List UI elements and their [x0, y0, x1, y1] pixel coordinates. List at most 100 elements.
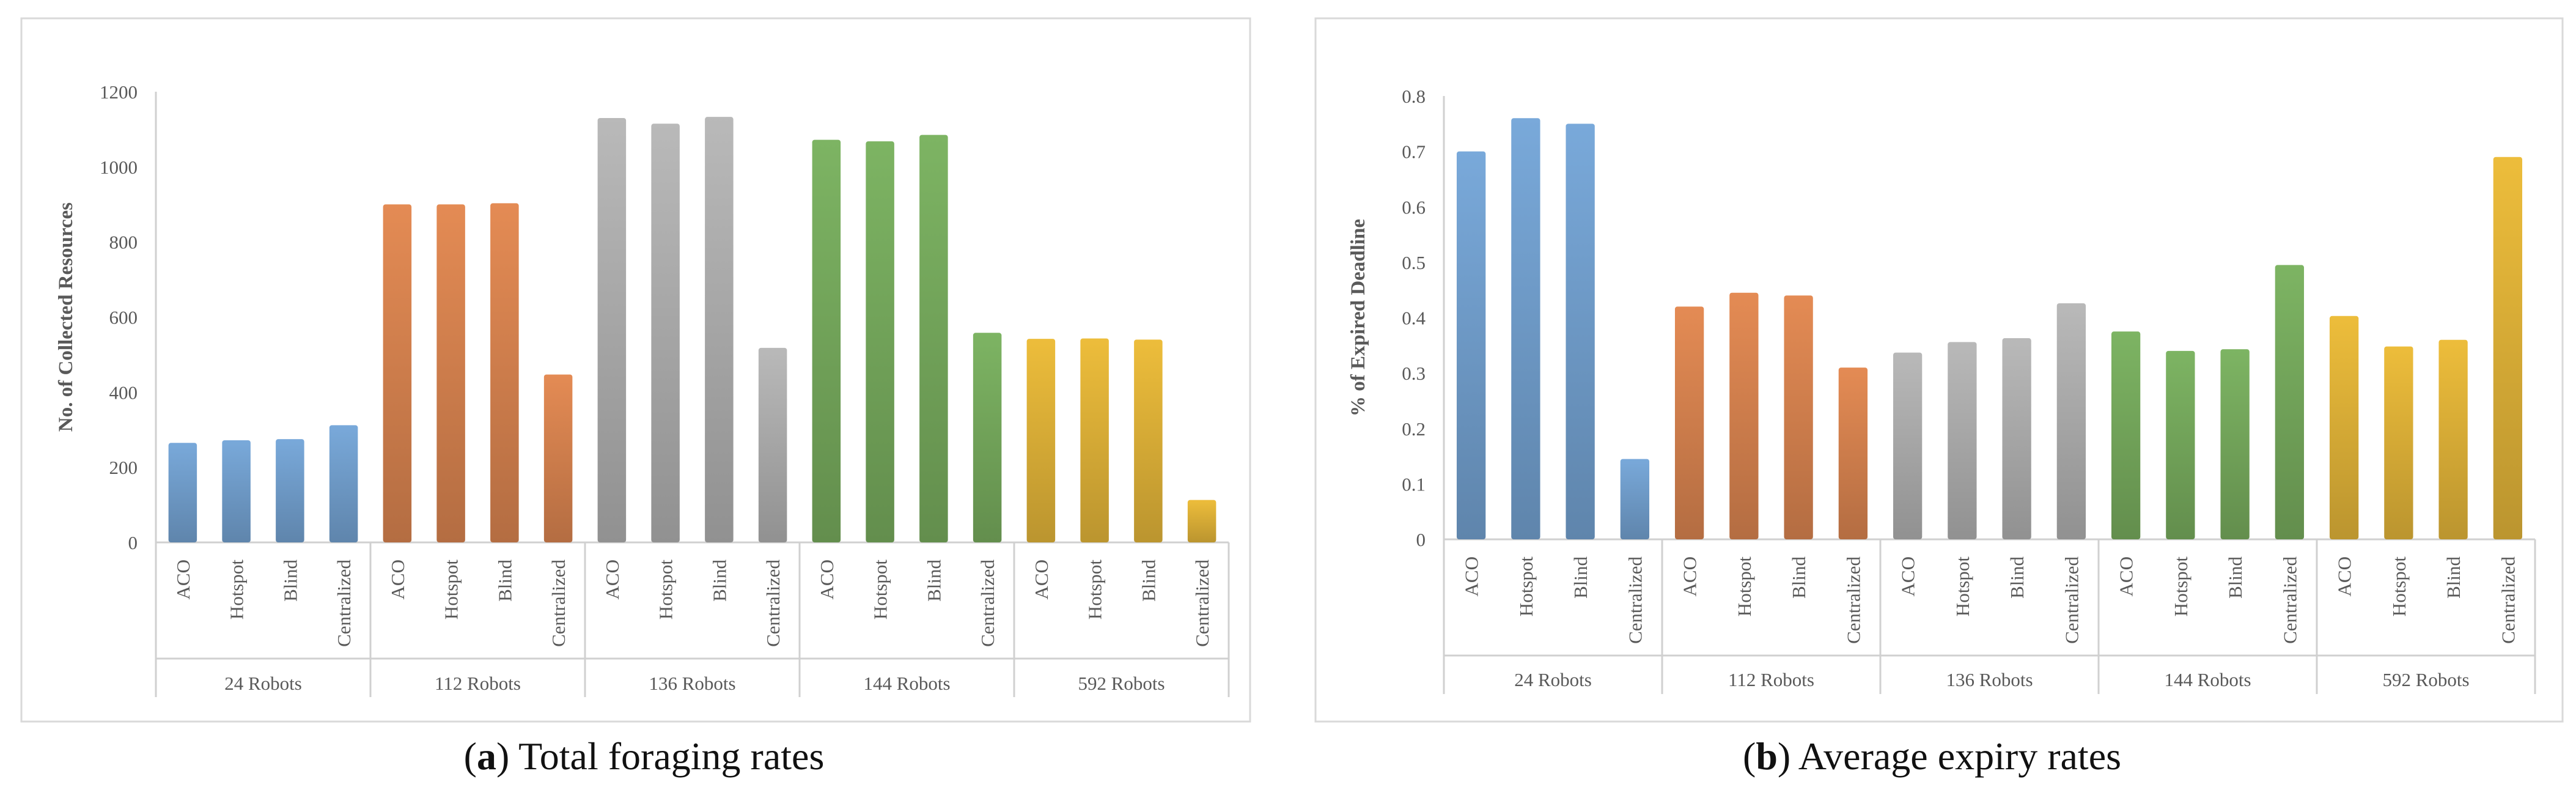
category-label: Blind — [1570, 556, 1591, 599]
group-label: 136 Robots — [1946, 669, 2033, 690]
category-label: Hotspot — [226, 560, 248, 620]
category-label: ACO — [816, 560, 837, 599]
bar — [919, 135, 948, 543]
bar — [2166, 350, 2195, 539]
bar — [436, 204, 465, 542]
category-label: Hotspot — [2388, 556, 2410, 617]
category-label: Centralized — [2497, 556, 2519, 644]
bar — [490, 203, 519, 543]
category-label: Blind — [494, 560, 515, 602]
foraging-chart: 0 200 400 600 800 1000 1200 No. of Collected Re… — [20, 17, 1251, 723]
bar — [812, 139, 841, 542]
bar — [2111, 331, 2141, 539]
category-label: Centralized — [1624, 556, 1646, 644]
category-label: Hotspot — [655, 560, 677, 620]
y-tick-label: 0 — [128, 532, 138, 553]
group-label: 144 Robots — [2164, 669, 2251, 690]
chart-panel-b: 0 0.1 0.2 0.3 0.4 0.5 0.6 0.7 0.8 % of Expired De… — [1288, 0, 2576, 809]
bar — [2220, 349, 2250, 539]
bar — [2329, 316, 2359, 539]
bar — [1456, 151, 1486, 539]
y-tick-label: 1200 — [100, 81, 138, 103]
bar — [1566, 124, 1595, 539]
category-label: Centralized — [2279, 556, 2300, 644]
y-tick-label: 0.1 — [1402, 473, 1426, 495]
group-label: 24 Robots — [1514, 669, 1592, 690]
bar — [758, 347, 787, 542]
category-label: ACO — [1461, 556, 1482, 596]
category-label: Centralized — [548, 560, 569, 647]
group-label: 24 Robots — [224, 673, 302, 694]
bar — [2056, 303, 2086, 539]
y-tick-label: 600 — [109, 307, 138, 328]
expiry-chart: 0 0.1 0.2 0.3 0.4 0.5 0.6 0.7 0.8 % of Expired De… — [1314, 17, 2564, 723]
group-label: 592 Robots — [2382, 669, 2469, 690]
bar — [1511, 118, 1540, 539]
category-label: Centralized — [1842, 556, 1864, 644]
chart-frame — [1314, 17, 2564, 723]
bar — [2002, 338, 2031, 539]
bar — [705, 117, 734, 542]
category-label: Centralized — [333, 560, 355, 647]
caption-a-text: Total foraging rates — [518, 734, 825, 778]
category-label: ACO — [1679, 556, 1701, 596]
category-label: Centralized — [1191, 560, 1213, 647]
y-axis-title: No. of Collected Resources — [55, 202, 77, 432]
bar — [597, 117, 627, 542]
bar — [1948, 342, 1977, 539]
chart-panel-a: 0 200 400 600 800 1000 1200 No. of Collected Re… — [20, 17, 1251, 778]
y-tick-label: 400 — [109, 382, 138, 403]
y-tick-label: 0.3 — [1402, 363, 1426, 384]
group-label: 592 Robots — [1078, 673, 1165, 694]
bar — [973, 333, 1002, 542]
bar — [543, 374, 573, 542]
category-label: Hotspot — [1734, 556, 1755, 617]
category-label: Blind — [2443, 556, 2464, 599]
bar — [866, 141, 894, 542]
y-tick-label: 0.7 — [1402, 141, 1426, 163]
category-label: ACO — [1897, 556, 1919, 596]
bar — [1729, 292, 1759, 539]
group-label: 112 Robots — [1728, 669, 1814, 690]
caption-a: (a) Total foraging rates — [463, 734, 825, 778]
category-label: ACO — [602, 560, 623, 599]
category-label: Hotspot — [1515, 556, 1537, 617]
category-label: Blind — [708, 560, 730, 602]
y-tick-label: 0.6 — [1402, 196, 1426, 218]
category-label: Blind — [923, 560, 944, 602]
bar — [2384, 346, 2413, 539]
chart-frame — [20, 17, 1251, 723]
y-tick-label: 0.8 — [1402, 86, 1426, 107]
category-label: Blind — [1138, 560, 1159, 602]
group-label: 136 Robots — [649, 673, 735, 694]
bar — [383, 204, 412, 542]
category-label: Hotspot — [2170, 556, 2191, 617]
bar — [2275, 265, 2305, 539]
bar — [276, 439, 304, 542]
category-label: Hotspot — [441, 560, 462, 620]
y-tick-label: 0 — [1416, 529, 1426, 550]
category-label: Blind — [2225, 556, 2246, 599]
bar — [2493, 157, 2523, 539]
caption-b: (b) Average expiry rates — [1743, 734, 2121, 778]
y-tick-label: 0.5 — [1402, 252, 1426, 273]
group-label: 144 Robots — [863, 673, 950, 694]
bar — [1026, 339, 1056, 542]
bar — [1620, 459, 1650, 539]
y-tick-label: 200 — [109, 457, 138, 478]
bar — [222, 440, 251, 542]
category-label: ACO — [2116, 556, 2137, 596]
caption-b-text: Average expiry rates — [1798, 734, 2121, 778]
bar — [2438, 339, 2468, 539]
category-label: Blind — [279, 560, 301, 602]
bar — [1134, 339, 1163, 542]
category-label: Centralized — [977, 560, 998, 647]
category-label: Hotspot — [1084, 560, 1106, 620]
bar — [1893, 352, 1923, 539]
bar — [168, 443, 197, 542]
y-axis-title: % of Expired Deadline — [1347, 219, 1369, 416]
bar — [1187, 500, 1216, 542]
category-label: ACO — [172, 560, 194, 599]
caption-a-label: a — [476, 734, 496, 778]
y-tick-label: 800 — [109, 232, 138, 253]
